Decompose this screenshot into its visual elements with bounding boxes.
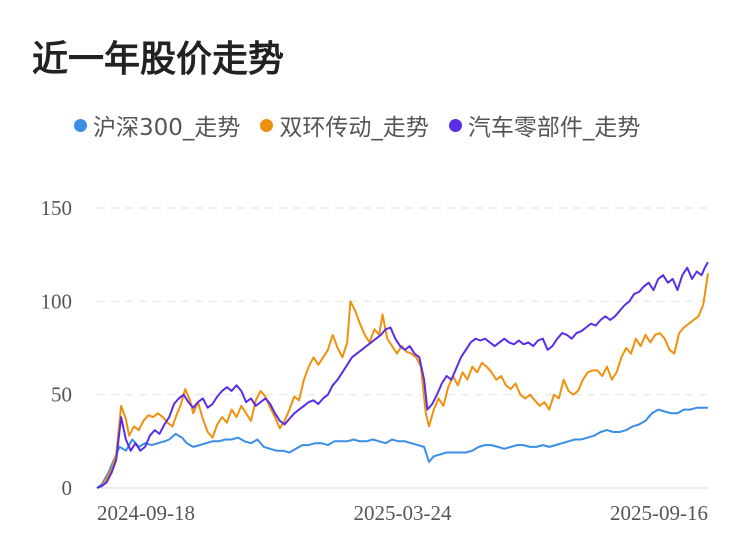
y-tick-label: 100: [41, 289, 73, 313]
chart-title: 近一年股价走势: [32, 39, 285, 80]
legend-item-auto-parts[interactable]: 汽车零部件_走势: [448, 108, 641, 142]
legend-dot-hs300: [74, 118, 87, 132]
y-tick-label: 50: [51, 383, 72, 407]
legend-item-shuanghuan[interactable]: 双环传动_走势: [260, 108, 429, 142]
x-tick-label: 2024-09-18: [97, 501, 195, 525]
legend-dot-auto-parts: [448, 118, 462, 132]
y-tick-label: 150: [41, 196, 73, 220]
legend-dot-shuanghuan: [260, 118, 274, 132]
legend-item-hs300[interactable]: 沪深300_走势: [74, 108, 240, 142]
series-line-hs300: [96, 406, 708, 489]
legend-label-auto-parts: 汽车零部件_走势: [467, 115, 641, 141]
legend-label-hs300: 沪深300_走势: [93, 115, 241, 141]
x-tick-label: 2025-03-24: [354, 501, 452, 525]
legend-label-shuanghuan: 双环传动_走势: [279, 115, 429, 141]
series-line-auto-parts: [96, 261, 709, 489]
y-tick-label: 0: [62, 476, 73, 500]
series-line-shuanghuan: [96, 273, 709, 489]
x-tick-label: 2025-09-16: [610, 501, 708, 525]
legend: 沪深300_走势 双环传动_走势 汽车零部件_走势: [74, 108, 660, 142]
